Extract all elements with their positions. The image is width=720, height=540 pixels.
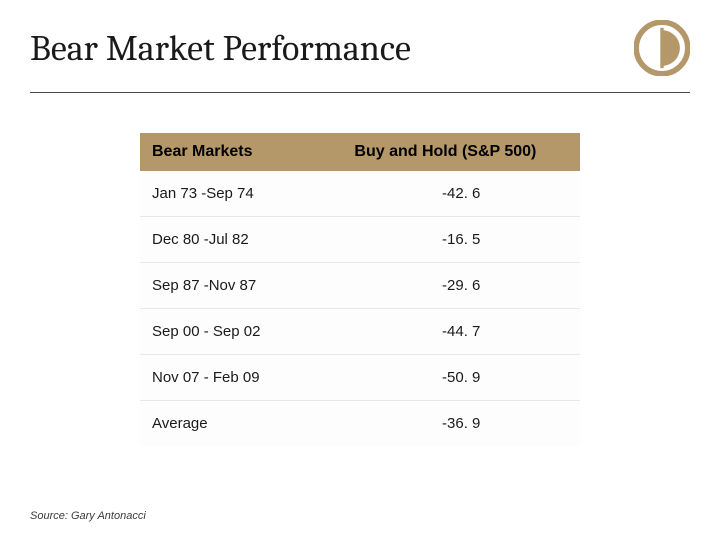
header-divider (30, 92, 690, 93)
cell-period: Sep 00 - Sep 02 (140, 309, 342, 355)
table-row: Dec 80 -Jul 82 -16. 5 (140, 217, 580, 263)
cell-period: Dec 80 -Jul 82 (140, 217, 342, 263)
cell-value: -36. 9 (342, 401, 580, 447)
table-row: Jan 73 -Sep 74 -42. 6 (140, 171, 580, 217)
cell-period: Sep 87 -Nov 87 (140, 263, 342, 309)
performance-table: Bear Markets Buy and Hold (S&P 500) Jan … (140, 133, 580, 446)
page-title: Bear Market Performance (30, 28, 411, 69)
performance-table-wrap: Bear Markets Buy and Hold (S&P 500) Jan … (140, 133, 580, 446)
cell-value: -29. 6 (342, 263, 580, 309)
table-row: Sep 87 -Nov 87 -29. 6 (140, 263, 580, 309)
logo-bar-icon (660, 28, 663, 68)
source-citation: Source: Gary Antonacci (30, 510, 146, 522)
table-header-row: Bear Markets Buy and Hold (S&P 500) (140, 133, 580, 171)
cell-period: Average (140, 401, 342, 447)
table-row: Sep 00 - Sep 02 -44. 7 (140, 309, 580, 355)
cell-period: Jan 73 -Sep 74 (140, 171, 342, 217)
cell-value: -16. 5 (342, 217, 580, 263)
col-header-period: Bear Markets (140, 133, 342, 171)
cell-value: -42. 6 (342, 171, 580, 217)
brand-logo (634, 20, 690, 76)
logo-half-icon (662, 30, 680, 66)
table-row: Average -36. 9 (140, 401, 580, 447)
table-row: Nov 07 - Feb 09 -50. 9 (140, 355, 580, 401)
cell-period: Nov 07 - Feb 09 (140, 355, 342, 401)
slide-header: Bear Market Performance (0, 0, 720, 86)
col-header-value: Buy and Hold (S&P 500) (342, 133, 580, 171)
cell-value: -44. 7 (342, 309, 580, 355)
cell-value: -50. 9 (342, 355, 580, 401)
